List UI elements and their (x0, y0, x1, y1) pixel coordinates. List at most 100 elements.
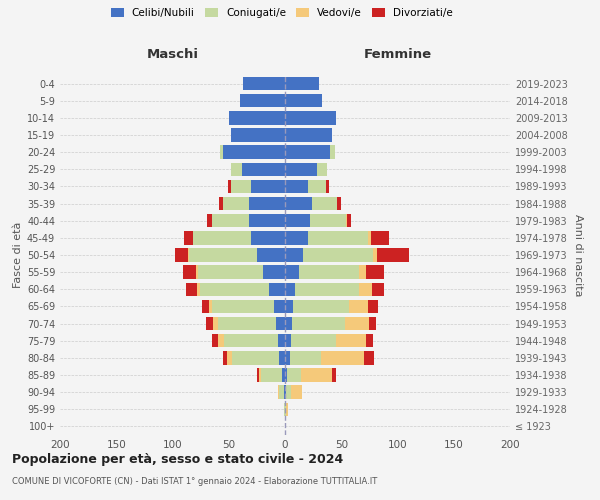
Bar (249, 197, 285, 210)
Bar (251, 180, 285, 193)
Bar (310, 214, 346, 228)
Bar (249, 214, 285, 228)
Bar (344, 317, 370, 330)
Bar (285, 351, 290, 364)
Bar (202, 300, 209, 313)
Bar (285, 146, 330, 159)
Bar (281, 368, 285, 382)
Bar (285, 94, 322, 108)
Bar (190, 248, 257, 262)
Bar (220, 146, 223, 159)
Bar (308, 231, 368, 244)
Bar (292, 317, 344, 330)
Bar (208, 214, 212, 228)
Bar (290, 386, 302, 399)
Bar (285, 197, 312, 210)
Legend: Celibi/Nubili, Coniugati/e, Vedovi/e, Divorziati/e: Celibi/Nubili, Coniugati/e, Vedovi/e, Di… (111, 8, 453, 18)
Bar (285, 282, 295, 296)
Bar (285, 231, 308, 244)
Bar (244, 77, 285, 90)
Bar (175, 248, 188, 262)
Bar (223, 146, 285, 159)
Bar (186, 282, 197, 296)
Bar (284, 386, 285, 399)
Bar (285, 77, 319, 90)
Bar (218, 317, 276, 330)
Text: Maschi: Maschi (146, 48, 199, 62)
Bar (308, 180, 325, 193)
Bar (212, 214, 249, 228)
Bar (263, 266, 285, 279)
Bar (293, 300, 349, 313)
Text: Popolazione per età, sesso e stato civile - 2024: Popolazione per età, sesso e stato civil… (12, 452, 343, 466)
Text: Femmine: Femmine (364, 48, 431, 62)
Bar (325, 180, 329, 193)
Bar (199, 282, 269, 296)
Bar (257, 248, 285, 262)
Bar (257, 368, 259, 382)
Bar (377, 248, 409, 262)
Bar (371, 282, 384, 296)
Bar (359, 266, 366, 279)
Bar (285, 300, 293, 313)
Bar (285, 266, 299, 279)
Bar (240, 94, 285, 108)
Bar (227, 180, 231, 193)
Bar (232, 351, 280, 364)
Bar (212, 334, 218, 347)
Bar (368, 300, 379, 313)
Bar (223, 351, 227, 364)
Bar (218, 334, 224, 347)
Bar (290, 334, 335, 347)
Bar (269, 282, 285, 296)
Bar (359, 282, 371, 296)
Bar (366, 266, 384, 279)
Bar (285, 317, 292, 330)
Bar (330, 146, 335, 159)
Bar (285, 334, 290, 347)
Bar (366, 334, 373, 347)
Bar (284, 402, 285, 416)
Bar (346, 214, 347, 228)
Bar (285, 111, 335, 124)
Bar (209, 300, 212, 313)
Bar (199, 266, 263, 279)
Bar (218, 197, 223, 210)
Bar (285, 402, 286, 416)
Bar (276, 317, 285, 330)
Bar (227, 351, 232, 364)
Bar (231, 162, 242, 176)
Bar (262, 368, 281, 382)
Bar (332, 368, 335, 382)
Bar (231, 180, 251, 193)
Bar (364, 351, 374, 364)
Bar (371, 231, 389, 244)
Bar (274, 300, 285, 313)
Bar (278, 386, 280, 399)
Bar (251, 231, 285, 244)
Bar (317, 162, 326, 176)
Bar (259, 368, 262, 382)
Bar (299, 266, 359, 279)
Bar (197, 282, 199, 296)
Bar (285, 128, 332, 141)
Bar (188, 248, 190, 262)
Y-axis label: Fasce di età: Fasce di età (13, 222, 23, 288)
Bar (349, 300, 368, 313)
Bar (231, 128, 285, 141)
Bar (280, 351, 285, 364)
Bar (229, 111, 285, 124)
Bar (303, 248, 373, 262)
Bar (290, 351, 321, 364)
Bar (285, 386, 286, 399)
Bar (321, 351, 364, 364)
Bar (285, 368, 287, 382)
Bar (301, 368, 332, 382)
Bar (335, 334, 366, 347)
Bar (337, 197, 341, 210)
Bar (347, 214, 352, 228)
Bar (286, 402, 289, 416)
Bar (285, 162, 317, 176)
Bar (224, 334, 278, 347)
Bar (285, 248, 303, 262)
